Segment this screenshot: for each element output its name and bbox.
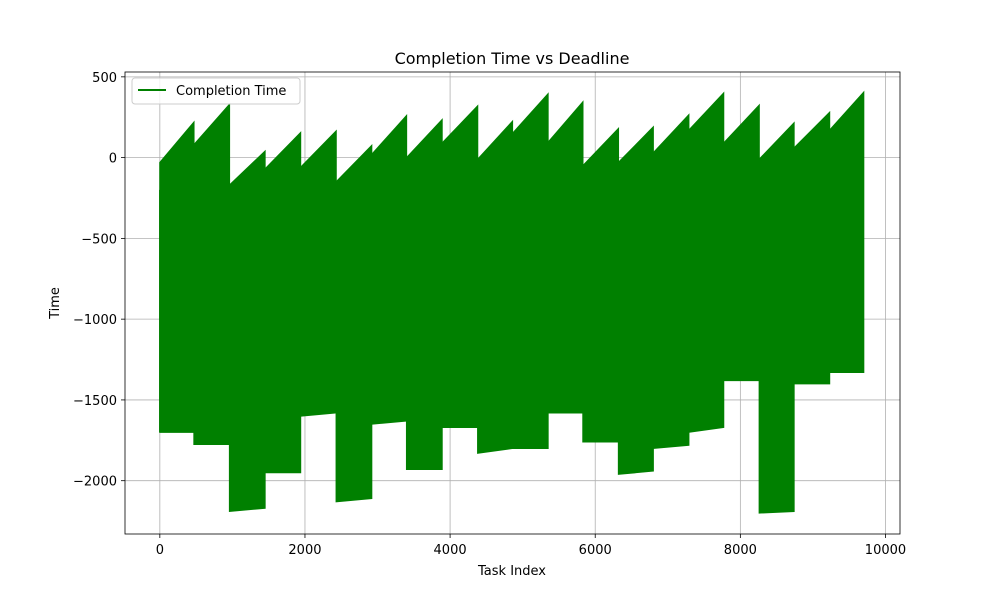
- series-segment: [441, 104, 479, 428]
- series-segment: [793, 110, 831, 385]
- series-segment: [405, 118, 443, 470]
- x-tick-label: 10000: [865, 543, 906, 558]
- x-tick-label: 2000: [288, 543, 321, 558]
- y-axis: −2000 −1500 −1000 −500 0 500: [73, 71, 125, 490]
- series-segment: [193, 102, 231, 445]
- legend-label: Completion Time: [176, 84, 286, 99]
- legend-box: [131, 77, 301, 105]
- y-tick-label: −1500: [73, 394, 117, 409]
- x-axis-label: Task Index: [477, 564, 546, 579]
- y-tick-label: 0: [109, 152, 117, 167]
- series-segment: [264, 131, 302, 474]
- x-axis: 0 2000 4000 6000 8000 10000: [156, 534, 906, 558]
- y-axis-label: Time: [48, 287, 63, 320]
- chart-title: Completion Time vs Deadline: [395, 49, 630, 68]
- series-segment: [617, 125, 654, 475]
- series-segment: [371, 114, 408, 425]
- series-segment: [829, 90, 865, 374]
- series-segment: [547, 100, 584, 414]
- legend: Completion Time: [131, 77, 301, 105]
- series-completion-time: [159, 90, 865, 514]
- series-segment: [159, 120, 195, 433]
- series-segment: [335, 144, 373, 503]
- series-segment: [582, 127, 620, 443]
- series-segment: [228, 149, 266, 513]
- series-segment: [652, 113, 690, 450]
- axes-frame: [124, 71, 901, 535]
- x-tick-label: 0: [156, 543, 164, 558]
- y-tick-label: −2000: [73, 475, 117, 490]
- x-tick-label: 6000: [579, 543, 612, 558]
- y-tick-label: 500: [92, 71, 117, 86]
- x-tick-label: 4000: [434, 543, 467, 558]
- x-tick-label: 8000: [724, 543, 757, 558]
- y-tick-label: −500: [81, 232, 117, 247]
- series-segment: [511, 92, 549, 449]
- series-segment: [758, 121, 795, 514]
- y-tick-label: −1000: [73, 313, 117, 328]
- series-segment: [688, 91, 725, 433]
- series-segment: [723, 103, 760, 382]
- series-segment: [300, 129, 337, 417]
- series-segment: [477, 119, 514, 454]
